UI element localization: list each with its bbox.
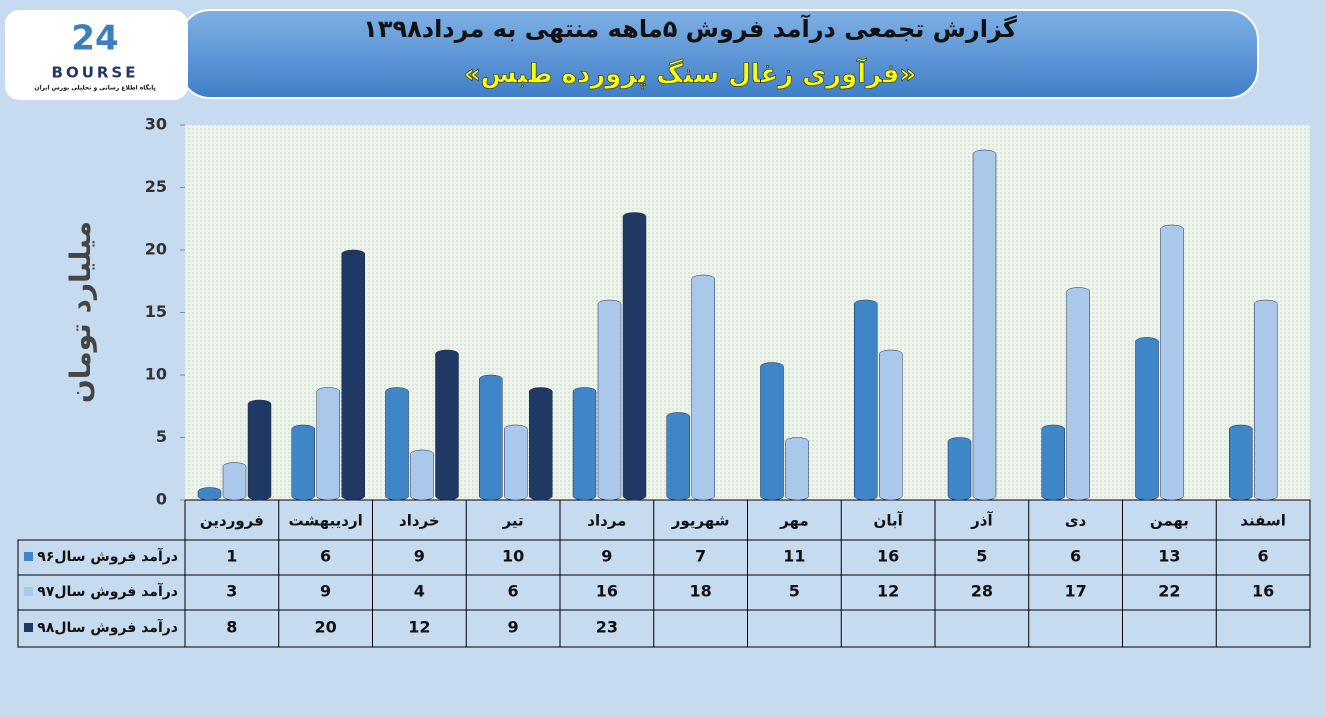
x-tick-label: دی (1065, 512, 1087, 530)
table-value: 5 (976, 547, 987, 566)
logo-mark: 24 (71, 19, 118, 59)
legend-label: درآمد فروش سال۹۸ (37, 618, 178, 636)
table-value: 9 (508, 618, 519, 637)
bar (947, 437, 972, 501)
x-tick-label: تیر (502, 512, 524, 530)
legend-label: درآمد فروش سال۹۷ (37, 582, 178, 600)
y-tick-label: 20 (145, 240, 167, 259)
table-value: 3 (226, 582, 237, 601)
table-value: 20 (314, 618, 336, 637)
bar (854, 299, 878, 501)
table-value: 18 (689, 582, 711, 601)
x-tick-label: خرداد (399, 512, 440, 530)
table-value: 7 (695, 547, 706, 566)
bar (435, 349, 459, 501)
x-tick-label: شهریور (671, 512, 730, 530)
table-value: 16 (596, 582, 618, 601)
table-value: 6 (320, 547, 331, 566)
legend-swatch (24, 623, 33, 632)
legend-label: درآمد فروش سال۹۶ (37, 547, 178, 565)
bar (529, 387, 553, 501)
x-tick-label: مهر (779, 512, 809, 530)
y-tick-label: 5 (156, 427, 167, 446)
bar (572, 387, 597, 501)
bar (972, 149, 997, 501)
x-tick-label: بهمن (1150, 512, 1189, 530)
table-value: 5 (789, 582, 800, 601)
table-value: 11 (783, 547, 805, 566)
bar (385, 387, 409, 501)
chart-subtitle: «فرآوری زغال سنگ پرورده طبس» (464, 58, 916, 90)
table-value: 9 (601, 547, 612, 566)
table-value: 16 (1252, 582, 1274, 601)
y-tick-label: 10 (145, 365, 167, 384)
y-tick-label: 0 (156, 490, 167, 509)
x-tick-label: آذر (970, 512, 993, 530)
x-tick-label: اردیبهشت (288, 512, 362, 530)
bar (1229, 424, 1253, 501)
bar (1135, 337, 1159, 501)
chart-title: گزارش تجمعی درآمد فروش ۵ماهه منتهی به مر… (363, 14, 1017, 43)
table-value: 9 (320, 582, 331, 601)
logo-name: BOURSE (52, 64, 139, 82)
plot-area (185, 125, 1310, 500)
table-value: 1 (226, 547, 237, 566)
bar (1160, 224, 1184, 501)
table-value: 6 (1258, 547, 1269, 566)
table-value: 28 (971, 582, 993, 601)
bar (341, 249, 365, 501)
table-value: 13 (1158, 547, 1180, 566)
x-tick-label: مرداد (587, 512, 626, 530)
bar (1041, 424, 1065, 501)
bar (622, 212, 647, 501)
table-value: 6 (1070, 547, 1081, 566)
table-value: 10 (502, 547, 524, 566)
bar (666, 412, 690, 501)
bar (504, 424, 528, 501)
y-tick-label: 25 (145, 177, 167, 196)
bar (785, 437, 809, 501)
logo-box (5, 10, 188, 100)
bar (247, 399, 272, 501)
table-value: 6 (508, 582, 519, 601)
legend-swatch (24, 552, 33, 561)
bar (197, 487, 222, 501)
bar (1254, 299, 1278, 501)
table-value: 9 (414, 547, 425, 566)
bar (222, 462, 247, 501)
bar (1066, 287, 1090, 501)
y-tick-label: 15 (145, 302, 167, 321)
table-value: 16 (877, 547, 899, 566)
x-tick-label: فروردین (200, 512, 264, 530)
table-value: 22 (1158, 582, 1180, 601)
table-value: 17 (1064, 582, 1086, 601)
logo-tagline: پایگاه اطلاع رسانی و تحلیلی بورس ایران (34, 84, 156, 92)
table-value: 12 (408, 618, 430, 637)
x-tick-label: اسفند (1240, 512, 1285, 530)
table-value: 12 (877, 582, 899, 601)
bar (316, 387, 340, 501)
table-value: 8 (226, 618, 237, 637)
y-tick-label: 30 (145, 115, 167, 134)
table-value: 4 (414, 582, 425, 601)
y-axis-label: میلیارد تومان (64, 221, 97, 403)
table-lines (17, 499, 1311, 648)
bar (410, 449, 434, 501)
x-tick-label: آبان (874, 512, 904, 530)
bar (479, 374, 503, 501)
bar (291, 424, 315, 501)
bar (597, 299, 622, 501)
legend-swatch (24, 587, 33, 596)
bar (691, 274, 715, 501)
bar (879, 349, 903, 501)
bar (760, 362, 784, 501)
table-value: 23 (596, 618, 618, 637)
